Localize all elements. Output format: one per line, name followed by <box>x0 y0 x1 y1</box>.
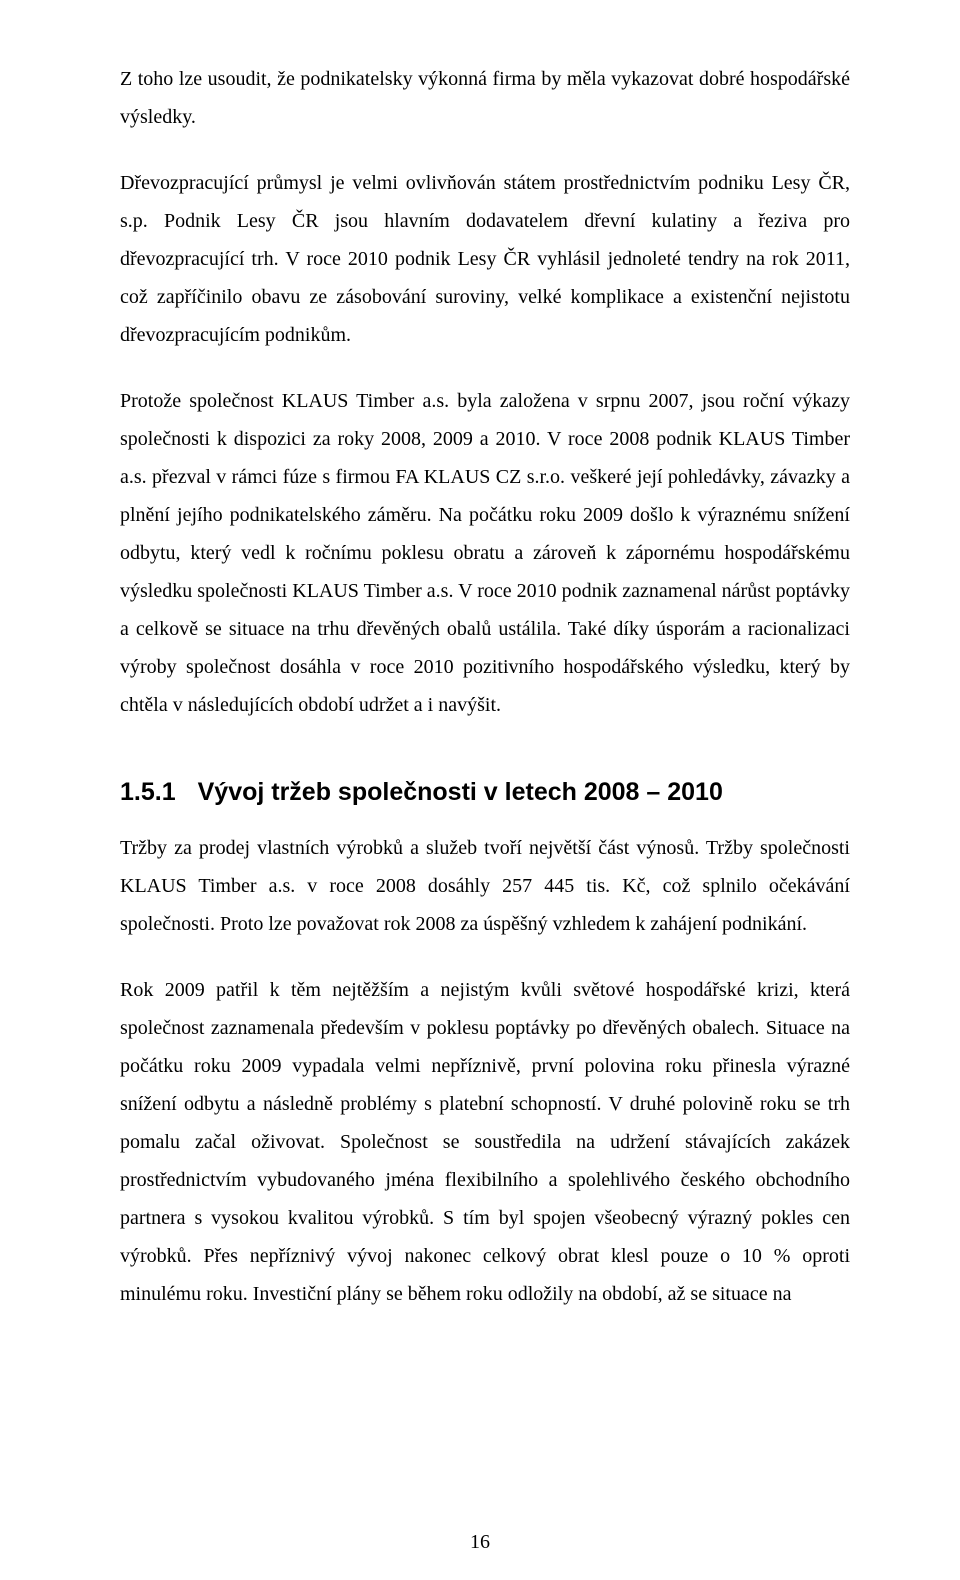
page-number: 16 <box>0 1531 960 1554</box>
paragraph-1: Z toho lze usoudit, že podnikatelsky výk… <box>120 60 850 136</box>
paragraph-5: Rok 2009 patřil k těm nejtěžším a nejist… <box>120 971 850 1313</box>
section-heading: 1.5.1 Vývoj tržeb společnosti v letech 20… <box>120 778 850 807</box>
paragraph-2: Dřevozpracující průmysl je velmi ovlivňo… <box>120 164 850 354</box>
paragraph-4: Tržby za prodej vlastních výrobků a služ… <box>120 829 850 943</box>
page: Z toho lze usoudit, že podnikatelsky výk… <box>0 0 960 1580</box>
section-number: 1.5.1 <box>120 778 176 806</box>
paragraph-3: Protože společnost KLAUS Timber a.s. byl… <box>120 382 850 724</box>
section-title: Vývoj tržeb společnosti v letech 2008 – … <box>198 778 723 806</box>
